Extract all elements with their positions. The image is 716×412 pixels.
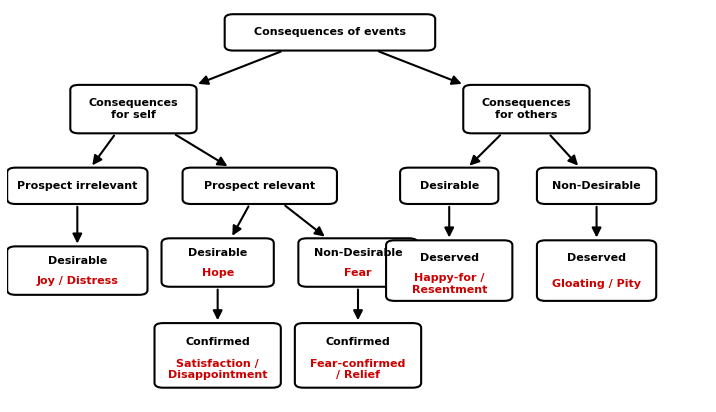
Text: Happy-for /
Resentment: Happy-for / Resentment (412, 273, 487, 295)
FancyBboxPatch shape (7, 246, 147, 295)
FancyBboxPatch shape (463, 85, 589, 133)
FancyBboxPatch shape (183, 168, 337, 204)
Text: Desirable: Desirable (420, 181, 479, 191)
Text: Consequences of events: Consequences of events (254, 27, 406, 37)
FancyBboxPatch shape (299, 238, 417, 287)
FancyBboxPatch shape (537, 168, 657, 204)
Text: Desirable: Desirable (48, 256, 107, 266)
FancyBboxPatch shape (7, 168, 147, 204)
FancyBboxPatch shape (155, 323, 281, 388)
Text: Prospect irrelevant: Prospect irrelevant (17, 181, 137, 191)
Text: Consequences
for others: Consequences for others (482, 98, 571, 120)
Text: Hope: Hope (201, 268, 234, 278)
FancyBboxPatch shape (225, 14, 435, 51)
Text: Non-Desirable: Non-Desirable (314, 248, 402, 258)
FancyBboxPatch shape (162, 238, 274, 287)
Text: Confirmed: Confirmed (326, 337, 390, 347)
Text: Non-Desirable: Non-Desirable (552, 181, 641, 191)
Text: Prospect relevant: Prospect relevant (204, 181, 315, 191)
Text: Desirable: Desirable (188, 248, 247, 258)
Text: Joy / Distress: Joy / Distress (37, 276, 118, 286)
Text: Deserved: Deserved (567, 253, 626, 264)
Text: Deserved: Deserved (420, 253, 479, 264)
Text: Consequences
for self: Consequences for self (89, 98, 178, 120)
Text: Fear-confirmed
/ Relief: Fear-confirmed / Relief (310, 359, 406, 380)
Text: Confirmed: Confirmed (185, 337, 250, 347)
Text: Gloating / Pity: Gloating / Pity (552, 279, 641, 289)
FancyBboxPatch shape (70, 85, 197, 133)
FancyBboxPatch shape (386, 240, 513, 301)
Text: Satisfaction /
Disappointment: Satisfaction / Disappointment (168, 359, 267, 380)
FancyBboxPatch shape (537, 240, 657, 301)
Text: Fear: Fear (344, 268, 372, 278)
FancyBboxPatch shape (400, 168, 498, 204)
FancyBboxPatch shape (295, 323, 421, 388)
